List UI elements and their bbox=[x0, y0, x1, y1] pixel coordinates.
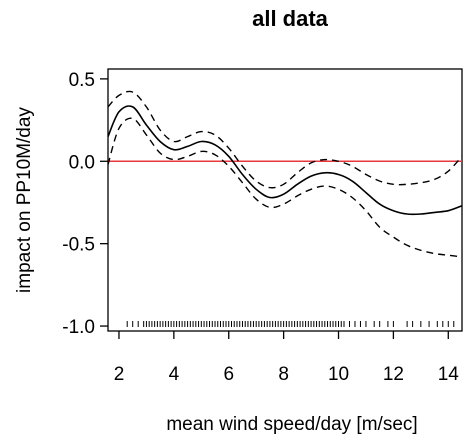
y-axis-label: impact on PP10M/day bbox=[14, 107, 35, 293]
chart-title: all data bbox=[252, 6, 329, 31]
x-tick-label: 4 bbox=[169, 364, 180, 385]
x-axis-label: mean wind speed/day [m/sec] bbox=[166, 414, 417, 435]
confidence-band-line bbox=[108, 117, 462, 258]
x-tick-label: 12 bbox=[383, 364, 404, 385]
plot-area: 2 4 6 8 10 12 14 -1.0 -0.5 0.0 0.5 bbox=[62, 68, 463, 385]
x-tick-label: 8 bbox=[278, 364, 289, 385]
y-tick-label: 0.0 bbox=[69, 152, 95, 173]
estimate-line bbox=[108, 105, 462, 216]
y-tick-label: 0.5 bbox=[69, 70, 95, 91]
plot-frame bbox=[107, 68, 463, 332]
x-tick-label: 10 bbox=[328, 364, 349, 385]
x-tick-label: 2 bbox=[114, 364, 125, 385]
y-tick-label: -1.0 bbox=[62, 317, 95, 338]
x-tick-label: 6 bbox=[223, 364, 234, 385]
x-tick-label: 14 bbox=[438, 364, 460, 385]
confidence-band-line bbox=[108, 90, 462, 189]
y-tick-label: -0.5 bbox=[62, 235, 95, 256]
